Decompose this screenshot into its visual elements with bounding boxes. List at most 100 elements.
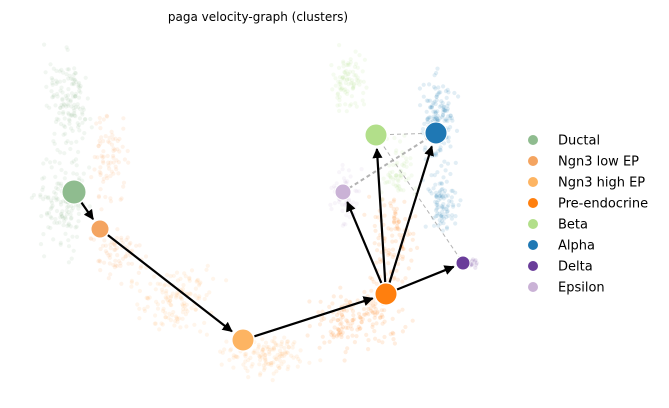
cell-point bbox=[441, 106, 446, 111]
cell-point bbox=[71, 81, 76, 86]
cell-point bbox=[432, 173, 437, 178]
cell-point bbox=[69, 91, 75, 96]
cell-point bbox=[445, 208, 450, 214]
cell-point bbox=[66, 204, 71, 209]
cell-point bbox=[343, 80, 348, 86]
cell-point bbox=[340, 86, 345, 91]
cell-point bbox=[440, 209, 445, 214]
cell-point bbox=[103, 194, 108, 200]
cell-point bbox=[445, 103, 450, 108]
cell-point bbox=[55, 196, 60, 202]
cell-point bbox=[285, 339, 290, 344]
cell-point bbox=[373, 214, 378, 220]
cell-point bbox=[395, 226, 400, 231]
cell-point bbox=[115, 263, 120, 268]
cell-point bbox=[197, 294, 202, 299]
cell-point bbox=[52, 190, 57, 195]
cell-point bbox=[291, 355, 296, 360]
cell-point bbox=[218, 349, 223, 354]
cell-point bbox=[394, 206, 399, 211]
cell-point bbox=[251, 350, 256, 355]
cell-point bbox=[279, 362, 284, 367]
cell-point bbox=[60, 214, 65, 219]
cell-point bbox=[98, 172, 103, 178]
cell-point bbox=[344, 318, 349, 323]
cell-point bbox=[345, 77, 350, 82]
cell-point bbox=[168, 318, 173, 323]
cluster-node-ngn3-low-ep bbox=[90, 219, 110, 239]
cell-point bbox=[98, 141, 103, 146]
cell-point bbox=[347, 299, 352, 304]
cell-point bbox=[450, 213, 455, 218]
cell-point bbox=[345, 72, 350, 77]
cell-point bbox=[366, 347, 371, 352]
cell-point bbox=[48, 62, 53, 67]
cell-point bbox=[59, 211, 64, 216]
cell-point bbox=[433, 214, 438, 219]
cell-point bbox=[285, 339, 291, 344]
cell-point bbox=[52, 159, 57, 164]
cell-point bbox=[347, 77, 352, 82]
cell-point bbox=[433, 111, 438, 116]
cell-point bbox=[78, 90, 83, 95]
cell-point bbox=[440, 228, 445, 233]
cell-point bbox=[454, 128, 460, 133]
cell-point bbox=[108, 252, 113, 257]
cell-point bbox=[390, 169, 395, 174]
cell-point bbox=[197, 296, 202, 301]
cell-point bbox=[442, 188, 448, 193]
cell-point bbox=[70, 77, 75, 82]
cell-point bbox=[388, 201, 393, 206]
cell-point bbox=[427, 115, 432, 120]
cell-point bbox=[101, 154, 106, 159]
cell-point bbox=[137, 316, 142, 321]
cell-point bbox=[272, 335, 277, 340]
cell-point bbox=[129, 280, 134, 285]
cell-point bbox=[113, 164, 118, 169]
cell-point bbox=[343, 73, 348, 78]
cell-point bbox=[59, 67, 64, 72]
cell-point bbox=[420, 127, 426, 132]
cluster-node-alpha bbox=[424, 121, 448, 145]
cell-point bbox=[431, 114, 436, 119]
cell-point bbox=[260, 337, 265, 342]
cell-point bbox=[400, 256, 405, 262]
cell-point bbox=[393, 211, 398, 216]
cell-point bbox=[437, 211, 442, 216]
cell-point bbox=[44, 157, 49, 162]
cell-point bbox=[69, 126, 74, 131]
cell-point bbox=[193, 293, 198, 298]
cell-point bbox=[68, 98, 73, 103]
cell-point bbox=[252, 350, 257, 355]
cell-point bbox=[434, 200, 439, 205]
cell-point bbox=[115, 245, 120, 251]
cell-point bbox=[88, 116, 93, 122]
cluster-node-epsilon bbox=[334, 183, 352, 201]
cell-point bbox=[111, 146, 116, 151]
cell-point bbox=[386, 172, 391, 177]
cell-point bbox=[257, 354, 262, 359]
cell-point bbox=[432, 73, 437, 78]
cell-point bbox=[320, 309, 325, 314]
cell-point bbox=[59, 181, 64, 186]
cell-point bbox=[111, 153, 116, 158]
cell-point bbox=[249, 364, 254, 369]
cell-point bbox=[120, 240, 125, 245]
cell-point bbox=[173, 319, 178, 324]
cell-point bbox=[446, 213, 451, 218]
cell-point bbox=[170, 291, 175, 296]
cell-point bbox=[104, 173, 109, 178]
cell-point bbox=[179, 295, 184, 300]
cell-point bbox=[336, 327, 341, 332]
cell-point bbox=[241, 362, 246, 367]
cell-point bbox=[52, 141, 57, 146]
cell-point bbox=[433, 109, 438, 114]
cell-point bbox=[442, 108, 447, 113]
cell-point bbox=[402, 161, 407, 166]
cell-point bbox=[444, 225, 450, 230]
cell-point bbox=[123, 254, 128, 259]
cell-point bbox=[54, 68, 59, 73]
cell-point bbox=[96, 259, 101, 264]
cell-point bbox=[338, 317, 343, 322]
cell-point bbox=[70, 112, 75, 117]
